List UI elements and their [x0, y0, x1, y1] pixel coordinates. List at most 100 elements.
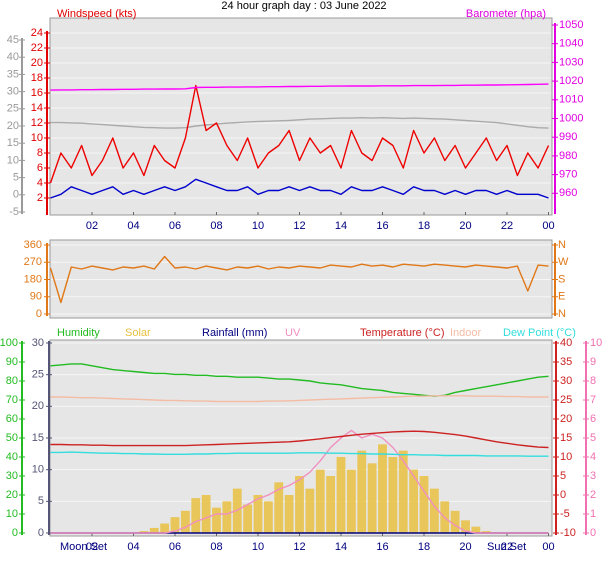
y-tick-label: 3: [590, 470, 596, 482]
y-tick-label: 30: [7, 86, 19, 98]
solar-bar: [263, 501, 273, 533]
y-tick-label: 6: [590, 413, 596, 425]
series-line: [50, 117, 549, 129]
x-tick-label: 00: [542, 220, 554, 232]
solar-bar: [222, 501, 232, 533]
y-tick-label: 12: [31, 117, 43, 129]
solar-bar: [450, 510, 460, 533]
legend-entry: Solar: [125, 327, 151, 339]
y-tick-label: 25: [560, 394, 572, 406]
series-line: [50, 395, 549, 403]
x-tick-label: 14: [335, 220, 347, 232]
x-tick-label: 18: [418, 541, 430, 553]
y-tick-label: 15: [32, 432, 44, 444]
y-tick-label: 270: [24, 256, 42, 268]
solar-bar: [326, 476, 336, 533]
solar-bar: [357, 450, 367, 533]
chart-title: 24 hour graph day : 03 June 2022: [221, 0, 386, 12]
y-tick-label: 40: [6, 451, 18, 463]
solar-bar: [378, 444, 387, 533]
solar-bar: [295, 476, 304, 533]
y-tick-label: 10: [32, 464, 44, 476]
solar-bar: [346, 469, 356, 533]
series-line: [49, 84, 550, 184]
y-tick-label: 0: [13, 189, 19, 201]
plot-area: [49, 17, 553, 216]
solar-bar: [429, 488, 439, 533]
y-axis-label: Windspeed (kts): [57, 8, 136, 20]
y-tick-label: 25: [7, 103, 19, 115]
x-tick-label: 04: [127, 220, 139, 232]
y-tick-label: 970: [559, 169, 577, 181]
solar-bar: [284, 495, 294, 533]
y-tick-label: 30: [560, 375, 572, 387]
y-tick-label: 7: [590, 394, 596, 406]
series-line: [50, 451, 549, 457]
y-tick-label: 1050: [559, 19, 583, 31]
y-tick-label: 960: [559, 187, 577, 199]
series-line: [50, 429, 549, 534]
y-tick-label: 8: [37, 147, 43, 159]
solar-bar: [305, 488, 315, 533]
x-tick-label: 08: [210, 541, 222, 553]
x-tick-label: 10: [252, 541, 264, 553]
y-tick-label: 45: [7, 34, 19, 46]
x-tick-label: 02: [86, 220, 98, 232]
y-tick-label: -5: [9, 206, 19, 218]
y-tick-label: 180: [24, 273, 42, 285]
solar-bar: [409, 469, 419, 533]
y-tick-label: 20: [31, 57, 43, 69]
x-tick-label: 20: [459, 541, 471, 553]
y-tick-label: 80: [6, 375, 18, 387]
y-tick-label: 40: [560, 337, 572, 349]
y-tick-label: 30: [32, 337, 44, 349]
legend-entry: Humidity: [57, 327, 100, 339]
y-tick-label: 1010: [559, 94, 583, 106]
y-tick-label: 16: [31, 87, 43, 99]
y-tick-label: 0: [36, 308, 42, 320]
y-tick-label: 990: [559, 131, 577, 143]
y-tick-label: 20: [7, 120, 19, 132]
y-tick-label: 1040: [559, 38, 583, 50]
solar-bar: [367, 463, 377, 533]
x-tick-label: 00: [542, 541, 554, 553]
solar-bar: [419, 476, 429, 533]
solar-bar: [170, 517, 180, 533]
solar-bar: [149, 527, 159, 533]
y-tick-label: 1020: [559, 75, 583, 87]
x-tick-label: 06: [169, 541, 181, 553]
solar-bar: [388, 457, 398, 533]
solar-bar: [471, 526, 481, 533]
y-tick-label: 15: [560, 432, 572, 444]
y-tick-label: 1: [590, 508, 596, 520]
y-tick-label: 8: [590, 375, 596, 387]
x-tick-label: 18: [418, 220, 430, 232]
x-tick-label: 22: [501, 220, 513, 232]
y-tick-label: 90: [6, 356, 18, 368]
series-line: [50, 83, 549, 91]
y-tick-label: 4: [590, 451, 596, 463]
y-tick-label: 35: [7, 68, 19, 80]
y2-axis-label: Barometer (hpa): [466, 8, 546, 20]
solar-bar: [212, 507, 221, 533]
y-tick-label: 15: [7, 137, 19, 149]
solar-bar: [243, 504, 253, 533]
y-tick-label: 1030: [559, 56, 583, 68]
solar-bar: [336, 457, 346, 533]
x-tick-label: 20: [459, 220, 471, 232]
y-tick-label: 20: [560, 413, 572, 425]
legend-entry: Indoor: [450, 327, 482, 339]
x-tick-label: 10: [252, 220, 264, 232]
y-tick-label: 0: [38, 527, 44, 539]
y-tick-label: 10: [7, 154, 19, 166]
y-tick-label: 6: [37, 162, 43, 174]
y-tick-label: 20: [32, 400, 44, 412]
solar-bar: [481, 531, 491, 533]
y-tick-label: 22: [31, 42, 43, 54]
solar-bar: [461, 520, 470, 533]
y-tick-label: 360: [24, 239, 42, 251]
y-tick-label: 9: [590, 356, 596, 368]
y-tick-label: S: [558, 273, 565, 285]
y-tick-label: N: [558, 239, 566, 251]
y-tick-label: -5: [560, 508, 570, 520]
